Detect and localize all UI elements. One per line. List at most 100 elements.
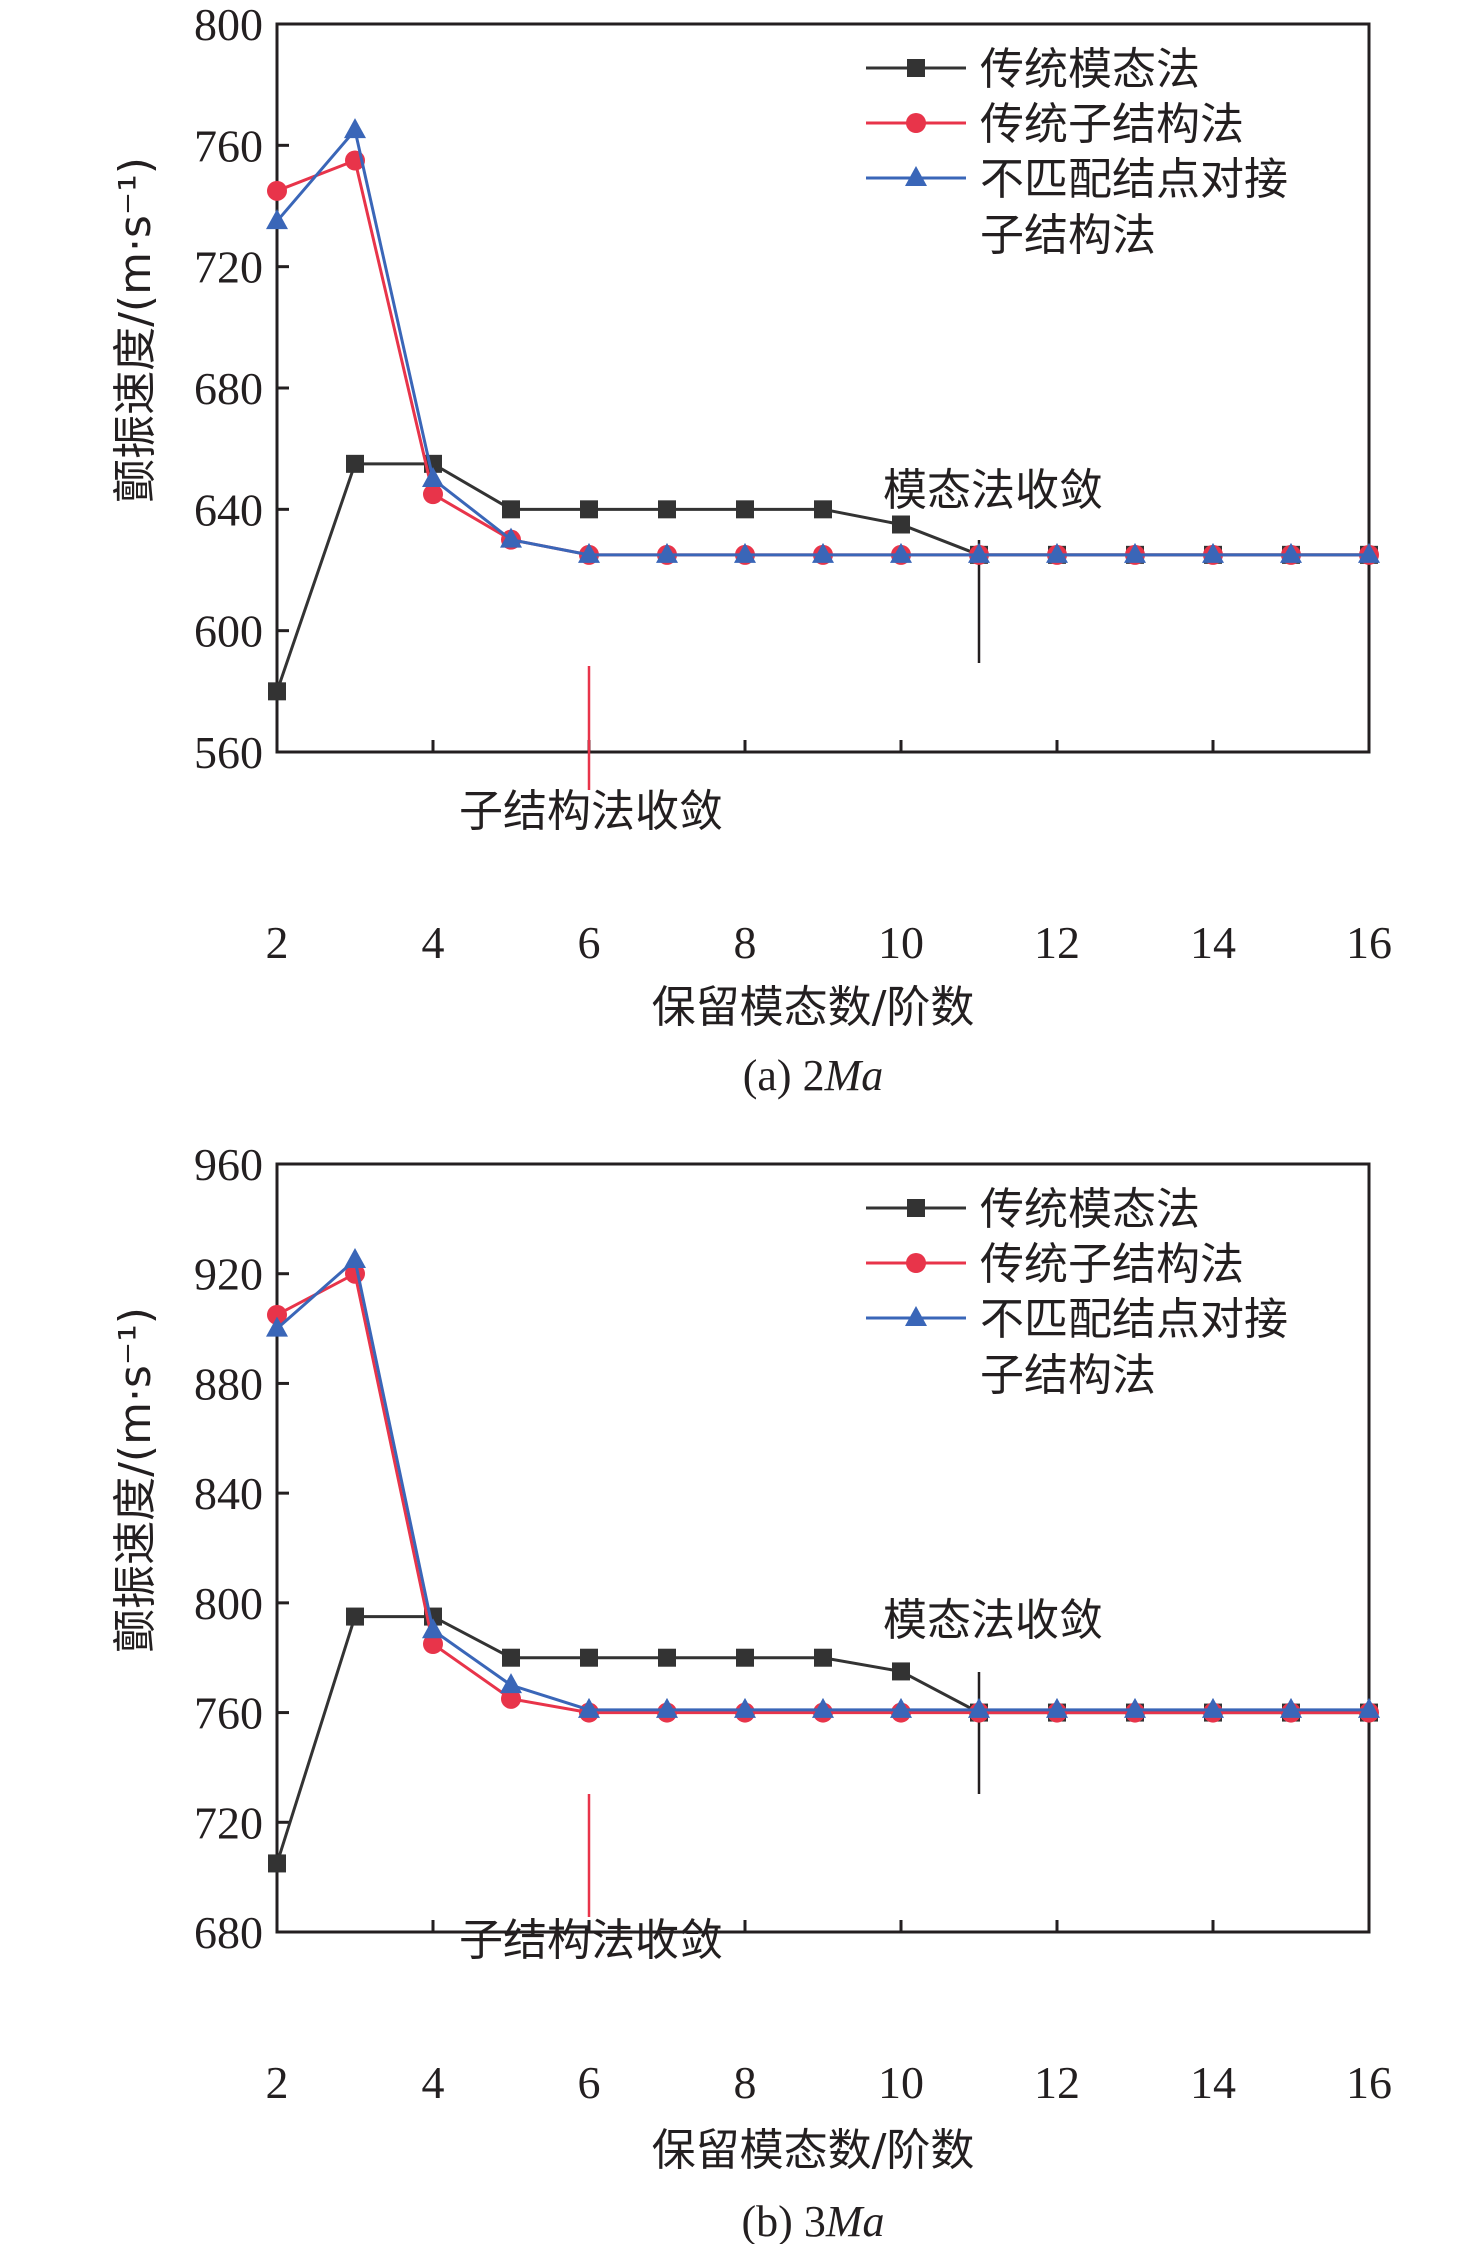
data-point xyxy=(1358,1697,1380,1718)
series-triangle xyxy=(266,118,1380,563)
x-tick-label: 8 xyxy=(734,917,757,968)
y-tick-label: 600 xyxy=(194,606,263,657)
data-point xyxy=(346,1607,364,1626)
x-tick-label: 4 xyxy=(422,2057,445,2108)
data-point xyxy=(578,1697,600,1718)
data-point xyxy=(267,180,287,201)
data-point xyxy=(1280,542,1302,563)
data-point xyxy=(1046,542,1068,563)
data-point xyxy=(968,1697,990,1718)
data-point xyxy=(502,500,520,519)
data-point xyxy=(1202,542,1224,563)
y-tick-label: 760 xyxy=(194,120,263,171)
data-point xyxy=(500,1673,522,1694)
x-tick-label: 2 xyxy=(266,917,289,968)
data-point xyxy=(736,1648,754,1667)
data-point xyxy=(423,1634,443,1654)
x-tick-label: 4 xyxy=(422,917,445,968)
x-tick-label: 10 xyxy=(878,917,924,968)
data-point xyxy=(1280,1697,1302,1718)
legend-marker xyxy=(905,166,927,186)
y-tick-label: 640 xyxy=(194,484,263,535)
y-tick-label: 960 xyxy=(194,1139,263,1190)
legend-label: 不匹配结点对接 xyxy=(980,1294,1288,1345)
legend-label: 传统子结构法 xyxy=(980,99,1244,150)
legend-marker xyxy=(907,59,925,77)
x-tick-label: 14 xyxy=(1190,2057,1236,2108)
x-axis-label: 保留模态数/阶数 xyxy=(652,2125,975,2176)
data-point xyxy=(814,1648,832,1667)
data-point xyxy=(890,542,912,563)
data-point xyxy=(658,1648,676,1667)
data-point xyxy=(1046,1697,1068,1718)
chart-a: 2 4 6 8 10 12 14 16 560 600 640 680 720 760 800 保留模态数/阶… xyxy=(110,0,1392,1100)
data-point xyxy=(892,1662,910,1681)
x-tick-label: 16 xyxy=(1346,917,1392,968)
data-point xyxy=(346,454,364,473)
legend-label: 传统模态法 xyxy=(980,1184,1200,1235)
caption-italic: Ma xyxy=(825,2197,885,2244)
y-tick-label: 840 xyxy=(194,1468,263,1519)
plot-frame xyxy=(275,1162,1371,1934)
legend-label: 不匹配结点对接 xyxy=(980,154,1288,205)
data-point xyxy=(812,542,834,563)
data-point xyxy=(500,527,522,548)
x-tick-label: 14 xyxy=(1190,917,1236,968)
data-point xyxy=(1358,542,1380,563)
legend-marker xyxy=(907,1199,925,1217)
y-tick-label: 800 xyxy=(194,0,263,50)
data-point xyxy=(658,500,676,519)
data-point xyxy=(1124,542,1146,563)
data-point xyxy=(892,515,910,534)
x-tick-label: 12 xyxy=(1034,2057,1080,2108)
annotation-substructure-converge: 子结构法收敛 xyxy=(459,786,723,837)
chart-b: 2 4 6 8 10 12 14 16 680 720 760 800 840 880 920 960 保留模态… xyxy=(110,1139,1392,2244)
x-tick-label: 6 xyxy=(578,917,601,968)
annotation-modal-converge: 模态法收敛 xyxy=(883,465,1103,516)
y-tick-label: 720 xyxy=(194,1797,263,1848)
data-point xyxy=(580,1648,598,1667)
x-tick-label: 2 xyxy=(266,2057,289,2108)
y-axis-label: 颤振速度/(m·s⁻¹) xyxy=(110,157,161,503)
data-point xyxy=(736,500,754,519)
caption-italic: Ma xyxy=(824,1051,884,1100)
y-axis-label: 颤振速度/(m·s⁻¹) xyxy=(110,1307,161,1653)
data-point xyxy=(578,542,600,563)
series-triangle xyxy=(266,1248,1380,1718)
caption-prefix: (b) 3 xyxy=(742,2197,826,2244)
caption: (b) 3Ma xyxy=(742,2197,885,2244)
data-point xyxy=(734,1697,756,1718)
legend-label-cont: 子结构法 xyxy=(980,210,1156,261)
data-point xyxy=(656,542,678,563)
data-point xyxy=(814,500,832,519)
data-point xyxy=(268,1854,286,1873)
data-point xyxy=(344,118,366,139)
data-point xyxy=(1124,1697,1146,1718)
y-tick-label: 880 xyxy=(194,1358,263,1409)
data-point xyxy=(502,1648,520,1667)
y-tick-label: 760 xyxy=(194,1688,263,1739)
y-tick-label: 680 xyxy=(194,363,263,414)
y-tick-label: 560 xyxy=(194,727,263,778)
annotation-modal-converge: 模态法收敛 xyxy=(883,1595,1103,1646)
data-point xyxy=(423,484,443,505)
data-point xyxy=(267,1304,287,1325)
data-point xyxy=(890,1697,912,1718)
legend-label-cont: 子结构法 xyxy=(980,1350,1156,1401)
x-tick-label: 8 xyxy=(734,2057,757,2108)
data-point xyxy=(501,1688,521,1709)
data-point xyxy=(968,542,990,563)
legend-marker xyxy=(905,1306,927,1326)
data-point xyxy=(1202,1697,1224,1718)
data-point xyxy=(268,682,286,701)
data-point xyxy=(422,1618,444,1639)
caption: (a) 2Ma xyxy=(743,1051,884,1100)
x-tick-label: 12 xyxy=(1034,917,1080,968)
x-tick-label: 10 xyxy=(878,2057,924,2108)
legend-label: 传统子结构法 xyxy=(980,1239,1244,1290)
data-point xyxy=(344,1248,366,1268)
data-point xyxy=(422,467,444,487)
